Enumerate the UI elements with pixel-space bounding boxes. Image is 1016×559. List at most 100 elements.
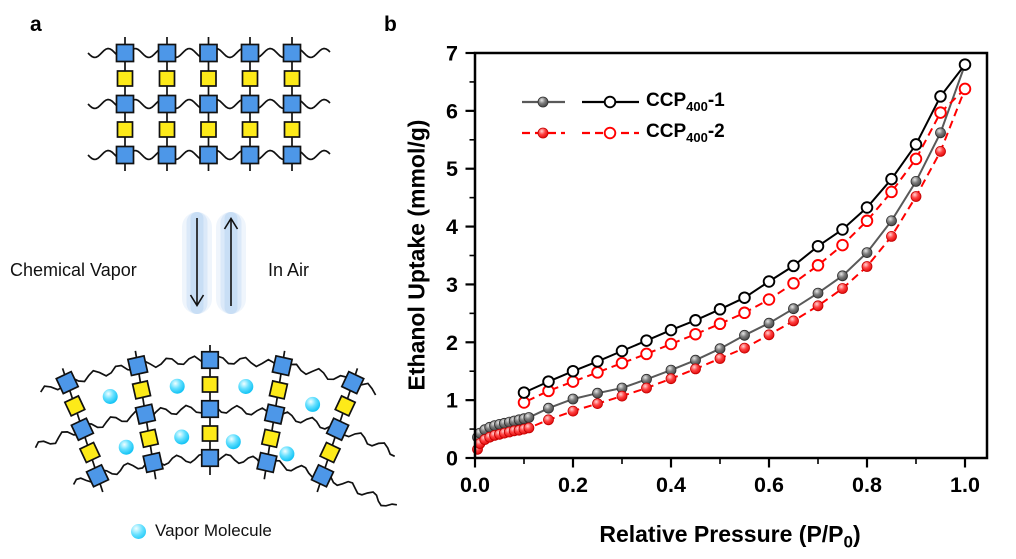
data-point-open <box>836 223 849 236</box>
y-tick-label: 3 <box>446 273 458 297</box>
legend-label-ccp400-2: CCP400-2 <box>646 120 725 145</box>
x-tick-label: 0.0 <box>460 473 490 497</box>
legend-row-ccp400-1: CCP400-1 <box>521 86 725 117</box>
data-point-filled <box>523 422 535 434</box>
data-point-open <box>885 185 898 199</box>
vapor-molecule-legend: Vapor Molecule <box>131 521 272 541</box>
data-point-open <box>787 277 800 290</box>
legend-sample-ccp400-2 <box>522 126 639 139</box>
vapor-molecule <box>279 446 295 462</box>
data-point-filled <box>567 405 579 417</box>
data-point-open <box>615 344 629 358</box>
data-point-filled <box>812 287 824 299</box>
vapor-molecule <box>102 389 118 404</box>
data-point-filled <box>567 393 579 405</box>
data-point-open <box>640 334 653 347</box>
y-axis-title: Ethanol Uptake (mmol/g) <box>403 119 430 391</box>
data-point-open <box>811 239 825 253</box>
data-point-filled <box>763 317 775 329</box>
y-tick-label: 4 <box>446 215 458 239</box>
expanded-network <box>34 345 398 507</box>
data-point-open <box>934 90 947 103</box>
data-point-open <box>762 293 776 306</box>
in-air-label: In Air <box>268 260 310 280</box>
data-point-open <box>787 259 800 273</box>
chart-series <box>472 58 972 455</box>
data-point-open <box>664 323 678 337</box>
data-point-open <box>591 366 604 379</box>
data-point-open <box>836 238 849 252</box>
data-point-filled <box>788 315 799 327</box>
data-point-open <box>860 201 874 214</box>
chemical-vapor-label: Chemical Vapor <box>10 260 137 280</box>
chart-axes: 0.0 0.2 0.4 0.6 0.8 1.0 0 1 2 3 4 5 6 7 <box>446 42 989 497</box>
vapor-molecule-icon <box>131 523 146 539</box>
data-point-open <box>517 386 531 399</box>
y-tick-label: 6 <box>446 99 458 123</box>
data-point-open <box>762 275 776 288</box>
chart-legend: CCP400-1 CCP400-2 <box>521 86 725 148</box>
data-point-open <box>591 355 604 368</box>
data-point-open <box>689 327 702 341</box>
data-point-open <box>885 172 898 186</box>
data-point-filled <box>616 390 628 402</box>
vapor-molecule <box>169 378 185 394</box>
transition-arrows <box>182 212 246 314</box>
data-point-open <box>713 303 727 316</box>
legend-sample-ccp400-1 <box>522 95 639 108</box>
data-point-filled <box>935 127 946 139</box>
data-point-open <box>738 291 751 304</box>
polymer-network-diagram <box>34 37 398 507</box>
x-tick-label: 1.0 <box>950 473 980 497</box>
vapor-molecule <box>118 439 134 455</box>
data-point-filled <box>837 283 848 294</box>
panel-a-label: a <box>30 13 42 36</box>
ordered-network <box>87 37 331 171</box>
vapor-molecule <box>305 396 321 412</box>
vapor-molecule <box>174 429 190 445</box>
data-point-filled <box>592 398 603 410</box>
data-point-filled <box>910 175 922 187</box>
data-point-filled <box>543 402 554 414</box>
x-axis-title: Relative Pressure (P/P0) <box>599 521 861 552</box>
legend-label-ccp400-1: CCP400-1 <box>646 89 725 114</box>
data-point-filled <box>714 353 726 364</box>
data-point-filled <box>739 329 750 341</box>
data-point-open <box>713 317 727 331</box>
data-point-open <box>909 152 923 166</box>
ethanol-uptake-chart: 0.0 0.2 0.4 0.6 0.8 1.0 0 1 2 3 4 5 6 7 <box>446 42 989 497</box>
legend-row-ccp400-2: CCP400-2 <box>521 117 725 148</box>
vapor-molecule <box>238 379 254 394</box>
data-point-filled <box>665 373 677 385</box>
x-tick-label: 0.8 <box>852 473 882 497</box>
data-point-open <box>664 337 678 351</box>
data-point-open <box>909 138 923 151</box>
x-tick-label: 0.4 <box>656 473 686 497</box>
data-point-filled <box>641 382 652 394</box>
data-point-open <box>958 82 972 96</box>
x-tick-label: 0.6 <box>754 473 784 497</box>
y-tick-label: 5 <box>446 157 458 181</box>
data-point-filled <box>861 261 873 272</box>
data-point-open <box>811 259 825 272</box>
data-point-filled <box>543 414 554 426</box>
series-ccp400-2-desorption <box>517 82 972 409</box>
data-point-filled <box>763 329 775 341</box>
panel-b-label: b <box>384 13 397 36</box>
data-point-filled <box>886 215 897 227</box>
data-point-filled <box>592 387 603 399</box>
data-point-open <box>566 375 580 388</box>
y-tick-label: 2 <box>446 331 458 355</box>
data-point-open <box>738 306 751 320</box>
data-point-filled <box>714 343 726 355</box>
vapor-molecule <box>225 434 241 450</box>
data-point-filled <box>861 247 873 259</box>
data-point-open <box>566 364 580 378</box>
data-point-filled <box>910 191 922 202</box>
data-point-filled <box>886 230 897 242</box>
data-point-open <box>958 58 972 71</box>
series-ccp400-1-adsorption <box>472 59 971 443</box>
vapor-molecule-label: Vapor Molecule <box>155 521 272 540</box>
data-point-filled <box>837 270 848 282</box>
